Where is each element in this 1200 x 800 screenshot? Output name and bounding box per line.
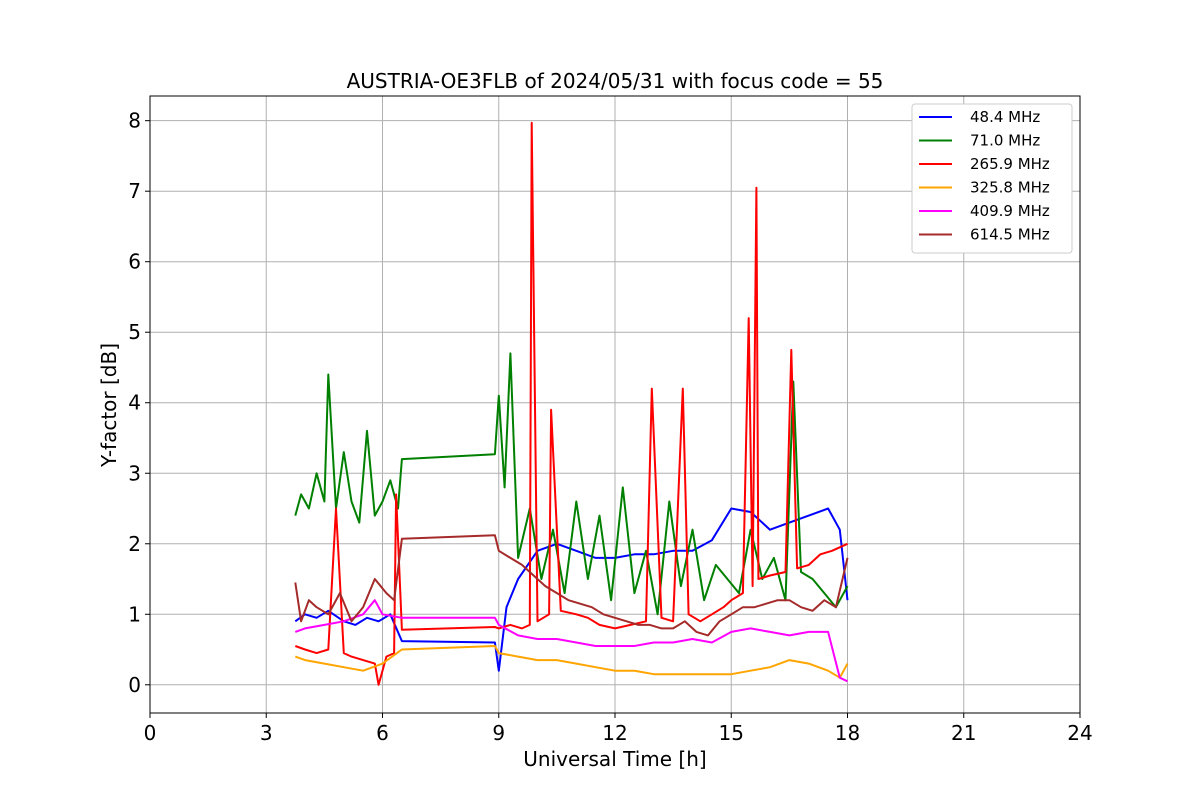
y-tick-label: 0 <box>128 673 141 697</box>
y-tick-label: 4 <box>128 391 141 415</box>
y-tick-label: 8 <box>128 109 141 133</box>
x-tick-label: 15 <box>719 721 744 745</box>
series-line-2 <box>294 121 848 686</box>
y-tick-label: 6 <box>128 250 141 274</box>
y-axis-label: Y-factor [dB] <box>97 343 121 468</box>
x-tick-label: 6 <box>376 721 389 745</box>
x-tick-label: 18 <box>835 721 860 745</box>
legend-label: 48.4 MHz <box>970 108 1040 126</box>
x-tick-label: 0 <box>144 721 157 745</box>
x-tick-label: 9 <box>492 721 505 745</box>
legend-label: 265.9 MHz <box>970 155 1050 173</box>
y-tick-label: 2 <box>128 532 141 556</box>
y-tick-label: 3 <box>128 461 141 485</box>
series-line-3 <box>294 645 849 679</box>
chart-title: AUSTRIA-OE3FLB of 2024/05/31 with focus … <box>347 69 884 93</box>
series-line-4 <box>294 599 848 683</box>
legend-label: 409.9 MHz <box>970 202 1050 220</box>
x-tick-label: 12 <box>602 721 627 745</box>
series-line-0 <box>294 507 849 672</box>
series-line-5 <box>294 534 849 637</box>
x-tick-label: 24 <box>1067 721 1092 745</box>
legend-label: 325.8 MHz <box>970 179 1050 197</box>
series-layer <box>294 121 849 686</box>
y-tick-label: 1 <box>128 602 141 626</box>
legend-label: 71.0 MHz <box>970 132 1040 150</box>
x-tick-label: 21 <box>951 721 976 745</box>
x-tick-label: 3 <box>260 721 273 745</box>
series-line-1 <box>294 352 849 616</box>
y-tick-label: 7 <box>128 179 141 203</box>
legend-label: 614.5 MHz <box>970 226 1050 244</box>
y-tick-label: 5 <box>128 320 141 344</box>
legend: 48.4 MHz 71.0 MHz 265.9 MHz 325.8 MHz 409.9… <box>911 103 1073 254</box>
x-axis-label: Universal Time [h] <box>523 747 706 771</box>
